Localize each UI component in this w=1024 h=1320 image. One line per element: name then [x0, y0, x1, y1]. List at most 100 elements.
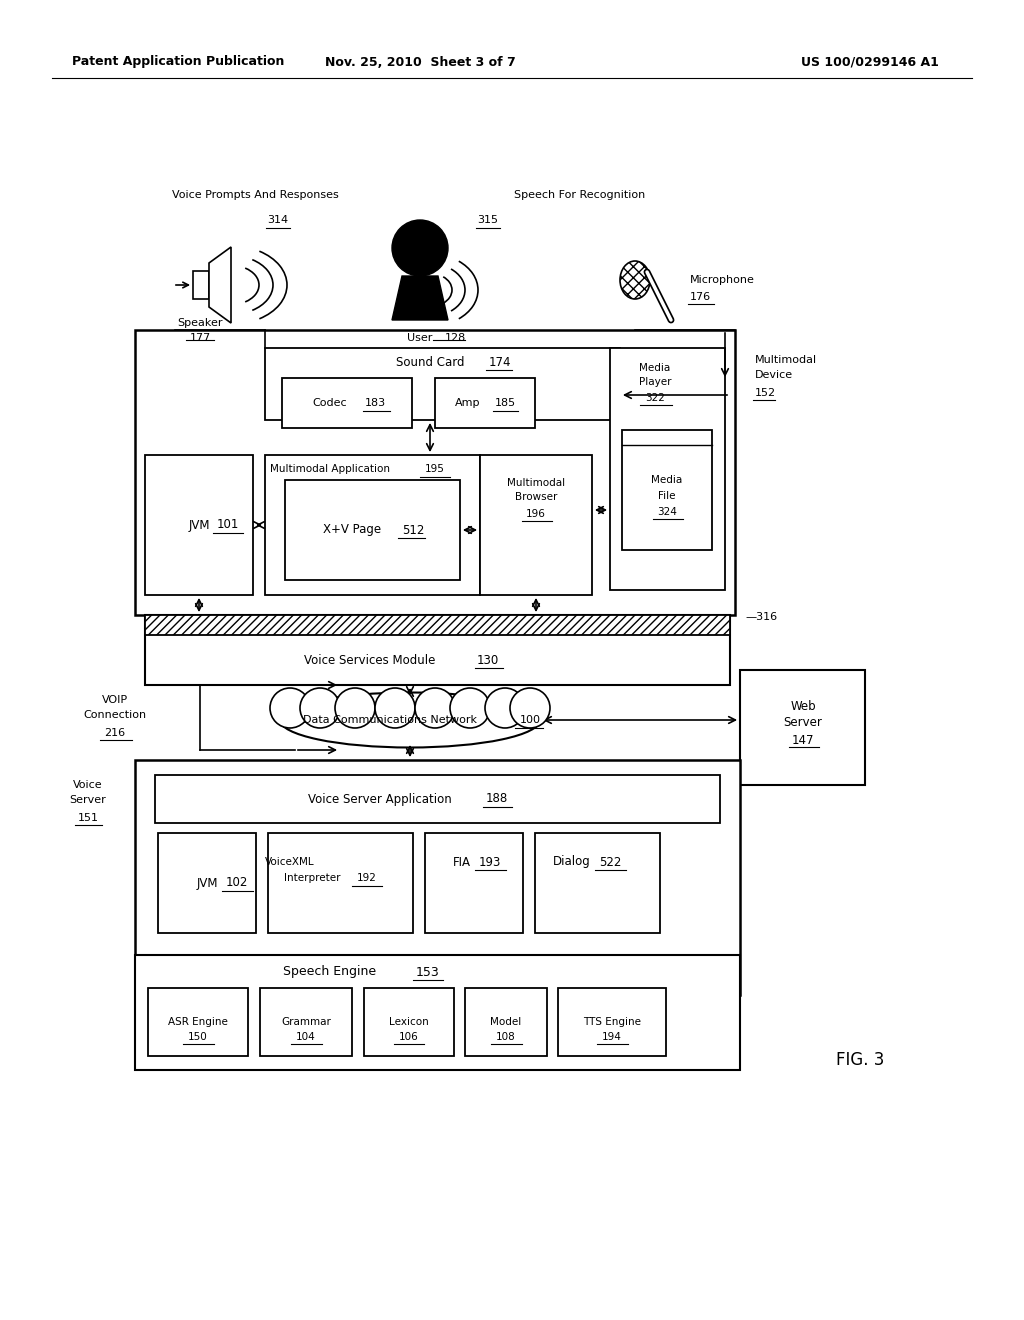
Text: Data Communications Network: Data Communications Network [303, 715, 477, 725]
Text: 324: 324 [657, 507, 677, 517]
Text: 183: 183 [365, 399, 386, 408]
Text: 130: 130 [477, 653, 499, 667]
Text: 100: 100 [519, 715, 541, 725]
Bar [285, 480, 460, 579]
Bar [558, 987, 666, 1056]
Text: VoiceXML: VoiceXML [265, 857, 314, 867]
Ellipse shape [620, 261, 650, 300]
Text: Dialog: Dialog [553, 855, 591, 869]
Bar [465, 987, 547, 1056]
Text: 128: 128 [445, 333, 466, 343]
Text: User: User [408, 333, 433, 343]
Circle shape [485, 688, 525, 729]
Text: 194: 194 [602, 1032, 622, 1041]
Bar [435, 378, 535, 428]
Bar [480, 455, 592, 595]
Text: —316: —316 [745, 612, 777, 622]
Text: 101: 101 [217, 519, 240, 532]
Bar [265, 455, 480, 595]
Bar [425, 833, 523, 933]
Bar [535, 833, 660, 933]
Text: TTS Engine: TTS Engine [583, 1016, 641, 1027]
Text: 315: 315 [477, 215, 499, 224]
Text: Nov. 25, 2010  Sheet 3 of 7: Nov. 25, 2010 Sheet 3 of 7 [325, 55, 515, 69]
Text: File: File [658, 491, 676, 502]
Text: Connection: Connection [83, 710, 146, 719]
Text: 322: 322 [645, 393, 665, 403]
Text: 522: 522 [599, 855, 622, 869]
Bar [268, 833, 413, 933]
Text: 102: 102 [226, 876, 248, 890]
Bar [265, 348, 620, 420]
Text: Speech For Recognition: Speech For Recognition [514, 190, 645, 201]
Text: 153: 153 [416, 965, 440, 978]
Bar [135, 760, 740, 995]
Text: Multimodal: Multimodal [507, 478, 565, 488]
Circle shape [510, 688, 550, 729]
Bar [364, 987, 454, 1056]
Text: Player: Player [639, 378, 672, 387]
Circle shape [450, 688, 490, 729]
Text: VOIP: VOIP [102, 696, 128, 705]
Text: 314: 314 [267, 215, 289, 224]
Text: ASR Engine: ASR Engine [168, 1016, 228, 1027]
Text: Amp: Amp [456, 399, 480, 408]
Text: 152: 152 [755, 388, 776, 399]
Text: Multimodal Application: Multimodal Application [270, 465, 390, 474]
Polygon shape [392, 276, 449, 319]
Text: Voice Services Module: Voice Services Module [304, 653, 435, 667]
Text: FIA: FIA [453, 855, 471, 869]
Text: Voice: Voice [73, 780, 102, 789]
Text: 177: 177 [189, 333, 211, 343]
Bar [145, 615, 730, 685]
Text: Multimodal: Multimodal [755, 355, 817, 366]
Text: Lexicon: Lexicon [389, 1016, 429, 1027]
Text: 188: 188 [485, 792, 508, 805]
Text: 193: 193 [479, 855, 501, 869]
Bar [155, 775, 720, 822]
Text: 151: 151 [78, 813, 98, 822]
Circle shape [300, 688, 340, 729]
Bar [622, 430, 712, 550]
Text: Microphone: Microphone [690, 275, 755, 285]
Ellipse shape [280, 693, 540, 747]
Text: X+V Page: X+V Page [323, 524, 381, 536]
Text: Interpreter: Interpreter [284, 873, 340, 883]
Text: JVM: JVM [188, 519, 210, 532]
Text: Patent Application Publication: Patent Application Publication [72, 55, 285, 69]
Bar [145, 455, 253, 595]
Bar [610, 348, 725, 590]
Text: Server: Server [70, 795, 106, 805]
Text: Voice Prompts And Responses: Voice Prompts And Responses [172, 190, 338, 201]
Text: Media: Media [651, 475, 683, 484]
Bar [282, 378, 412, 428]
Text: Model: Model [490, 1016, 521, 1027]
Circle shape [415, 688, 455, 729]
Text: 196: 196 [526, 510, 546, 519]
Circle shape [375, 688, 415, 729]
Text: 147: 147 [792, 734, 814, 747]
Circle shape [392, 220, 449, 276]
Text: 106: 106 [399, 1032, 419, 1041]
Text: Sound Card: Sound Card [395, 355, 464, 368]
Text: 195: 195 [425, 465, 445, 474]
Text: 104: 104 [296, 1032, 315, 1041]
Text: 192: 192 [357, 873, 377, 883]
Text: Device: Device [755, 370, 794, 380]
Text: Speech Engine: Speech Engine [284, 965, 377, 978]
Circle shape [335, 688, 375, 729]
Text: 216: 216 [104, 729, 126, 738]
Text: JVM: JVM [197, 876, 218, 890]
Text: Grammar: Grammar [281, 1016, 331, 1027]
Text: Speaker: Speaker [177, 318, 223, 327]
Text: 176: 176 [690, 292, 711, 302]
Bar [148, 987, 248, 1056]
Text: FIG. 3: FIG. 3 [836, 1051, 884, 1069]
Text: US 100/0299146 A1: US 100/0299146 A1 [801, 55, 939, 69]
Text: 185: 185 [495, 399, 515, 408]
Bar [193, 271, 209, 300]
Text: 150: 150 [188, 1032, 208, 1041]
Text: Media: Media [639, 363, 671, 374]
Polygon shape [209, 247, 231, 323]
Circle shape [270, 688, 310, 729]
